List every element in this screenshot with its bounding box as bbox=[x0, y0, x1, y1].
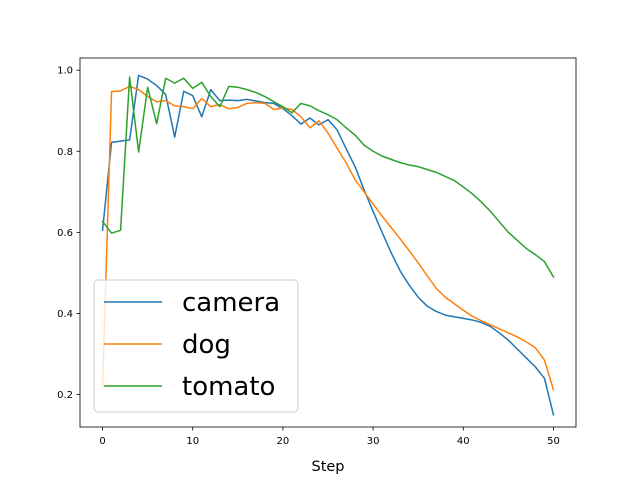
y-tick-label: 0.2 bbox=[57, 390, 73, 401]
x-tick-label: 10 bbox=[186, 436, 199, 447]
plot-frame bbox=[79, 57, 577, 428]
series-line-camera bbox=[101, 74, 555, 416]
x-tick-label: 50 bbox=[547, 436, 560, 447]
plot-area bbox=[79, 57, 577, 428]
legend: camera dog tomato bbox=[93, 279, 299, 413]
series-line-dog bbox=[101, 85, 555, 391]
x-tick-label: 40 bbox=[457, 436, 470, 447]
y-tick-label: 0.8 bbox=[57, 147, 73, 158]
series-layer bbox=[101, 74, 555, 416]
y-tick-label: 1.0 bbox=[57, 66, 73, 77]
x-tick-label: 20 bbox=[277, 436, 290, 447]
y-tick-label: 0.4 bbox=[57, 309, 73, 320]
x-tick-label: 30 bbox=[367, 436, 380, 447]
x-axis-title: Step bbox=[311, 459, 344, 475]
y-axis: 0.2 0.4 0.6 0.8 1.0 bbox=[57, 66, 80, 401]
x-tick-label: 0 bbox=[99, 436, 105, 447]
series-line-tomato bbox=[101, 76, 555, 278]
legend-label-dog: dog bbox=[182, 330, 231, 360]
x-axis: 0 10 20 30 40 50 bbox=[99, 427, 560, 447]
legend-label-camera: camera bbox=[182, 288, 280, 318]
legend-box bbox=[93, 279, 299, 413]
legend-label-tomato: tomato bbox=[182, 372, 275, 402]
y-tick-label: 0.6 bbox=[57, 228, 73, 239]
